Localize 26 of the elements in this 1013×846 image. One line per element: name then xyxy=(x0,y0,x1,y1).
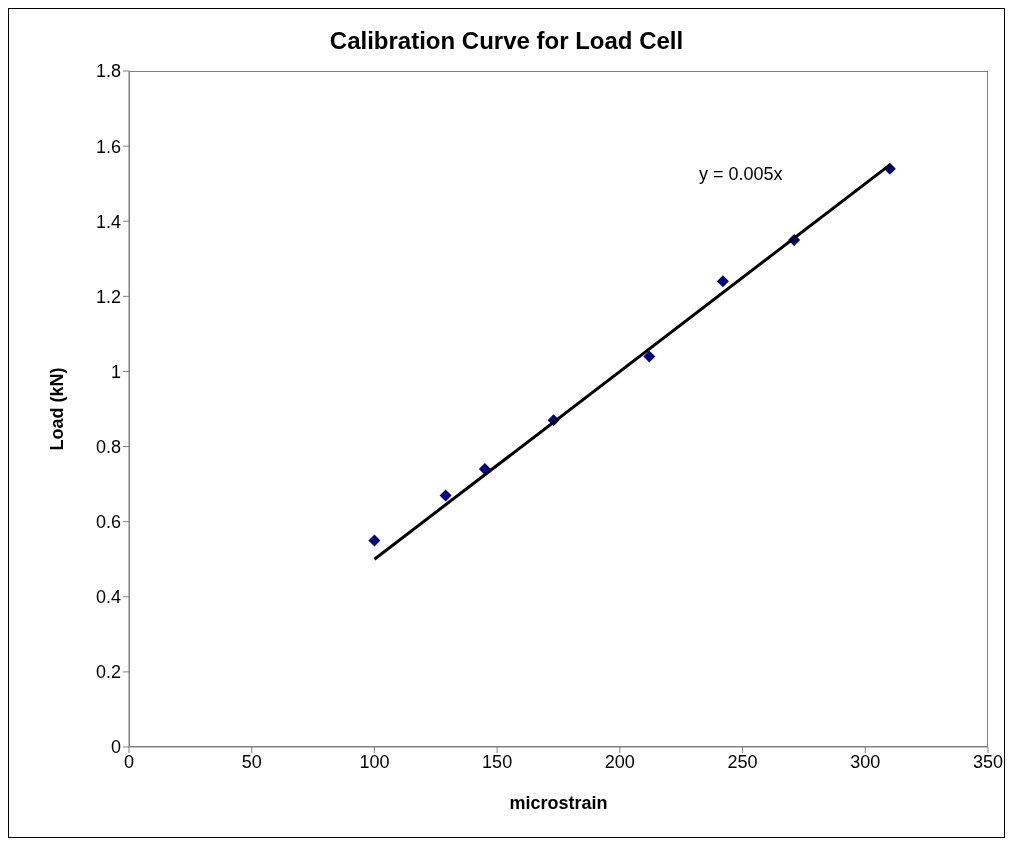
x-tick-label: 300 xyxy=(850,751,881,772)
y-tick-label: 0 xyxy=(110,737,121,758)
x-axis-title: microstrain xyxy=(509,793,608,813)
y-tick-label: 0.4 xyxy=(95,587,121,608)
chart-title: Calibration Curve for Load Cell xyxy=(328,27,685,55)
annotation: y = 0.005x xyxy=(699,164,783,185)
y-tick-label: 1.6 xyxy=(95,136,121,157)
y-tick-label: 1.4 xyxy=(95,211,121,232)
x-tick-label: 350 xyxy=(972,751,1004,772)
y-tick-label: 0.6 xyxy=(95,512,121,533)
y-tick-label: 1 xyxy=(110,361,121,382)
point xyxy=(643,350,656,363)
y-tick-label: 1.8 xyxy=(95,61,121,82)
y-tick-label: 1.2 xyxy=(95,286,121,307)
point xyxy=(368,534,381,547)
x-tick-label: 0 xyxy=(123,751,135,772)
x-tick-label: 50 xyxy=(241,751,262,772)
x-tick-label: 150 xyxy=(482,751,513,772)
point xyxy=(716,275,729,288)
x-tick-label: 100 xyxy=(359,751,390,772)
point xyxy=(439,489,452,502)
y-tick-label: 0.8 xyxy=(95,436,121,457)
x-tick-label: 250 xyxy=(727,751,758,772)
y-tick-label: 0.2 xyxy=(95,662,121,683)
x-tick-label: 200 xyxy=(604,751,635,772)
y-axis-title: Load (kN) xyxy=(47,367,68,451)
